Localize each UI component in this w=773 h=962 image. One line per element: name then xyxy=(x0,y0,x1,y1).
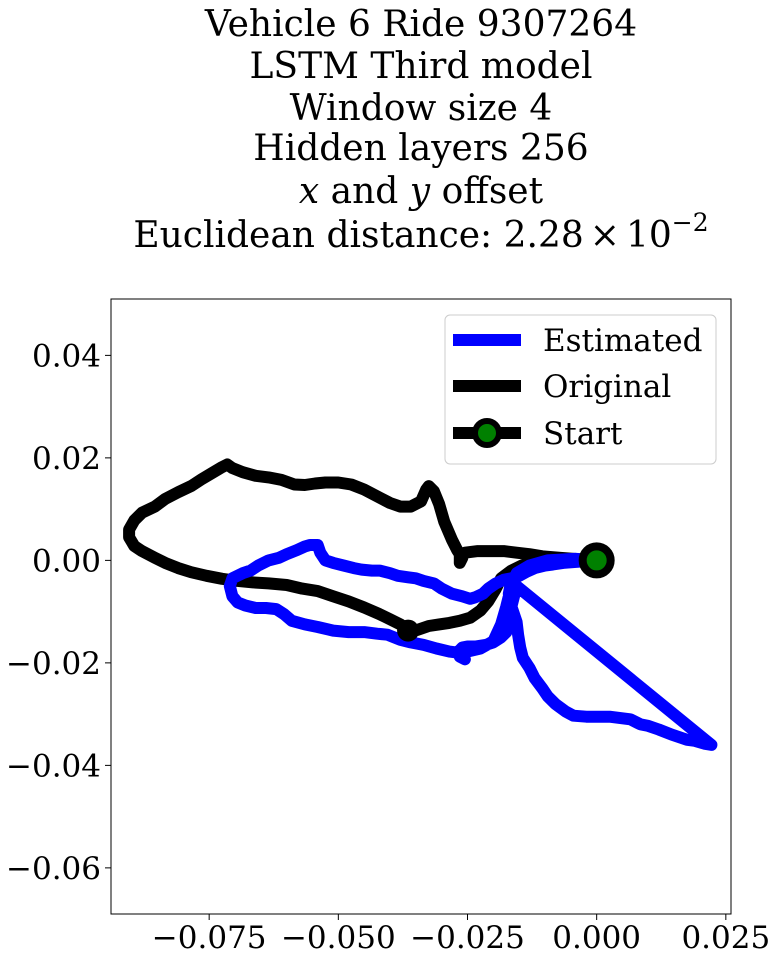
plot-frame xyxy=(110,298,732,915)
chart-title: Vehicle 6 Ride 9307264 LSTM Third model … xyxy=(133,4,708,256)
start-marker xyxy=(578,542,615,579)
legend-label-original: Original xyxy=(543,369,671,405)
series-layer xyxy=(123,458,718,751)
title-line-6: Euclidean distance: 2.28 × 10−2 xyxy=(133,208,708,256)
x-tick-label: 0.000 xyxy=(552,920,641,956)
legend: Estimated Original Start xyxy=(444,314,717,465)
y-tick-label: −0.04 xyxy=(6,748,101,784)
legend-start-marker xyxy=(472,418,502,448)
distance-prefix: Euclidean distance: xyxy=(133,215,503,256)
marker-layer xyxy=(397,542,615,642)
x-tick-label: −0.025 xyxy=(410,920,525,956)
original-end-marker xyxy=(397,619,420,642)
title-y-variable: y xyxy=(408,171,431,212)
plot-area xyxy=(110,298,732,915)
title-line-2: LSTM Third model xyxy=(250,46,593,87)
title-line-5: x and y offset xyxy=(299,171,544,212)
x-tick-label: −0.075 xyxy=(152,920,267,956)
x-tick-label: −0.050 xyxy=(281,920,396,956)
y-tick-label: 0.02 xyxy=(32,441,101,477)
legend-frame xyxy=(444,314,717,465)
title-and: and xyxy=(319,171,410,212)
distance-mantissa: 2.28 xyxy=(504,215,584,256)
title-x-variable: x xyxy=(299,171,319,212)
x-tick-label: 0.025 xyxy=(681,920,770,956)
distance-times: × xyxy=(590,215,620,256)
distance-exponent: −2 xyxy=(672,208,709,237)
legend-label-estimated: Estimated xyxy=(543,323,702,359)
title-line-1: Vehicle 6 Ride 9307264 xyxy=(204,4,637,45)
x-axis: −0.075 −0.050 −0.025 0.000 0.025 xyxy=(152,914,770,956)
distance-base: 10 xyxy=(626,215,672,256)
y-tick-label: 0.04 xyxy=(32,338,101,374)
y-tick-label: −0.06 xyxy=(6,851,101,887)
y-tick-label: −0.02 xyxy=(6,646,101,682)
legend-label-start: Start xyxy=(543,416,623,452)
title-line-4: Hidden layers 256 xyxy=(253,128,588,169)
series-line-original xyxy=(123,458,603,639)
y-axis: 0.04 0.02 0.00 −0.02 −0.04 −0.06 xyxy=(6,338,111,887)
y-tick-label: 0.00 xyxy=(32,543,101,579)
series-line-estimated xyxy=(223,539,718,751)
title-line-3: Window size 4 xyxy=(290,88,553,129)
title-offset: offset xyxy=(430,171,543,212)
